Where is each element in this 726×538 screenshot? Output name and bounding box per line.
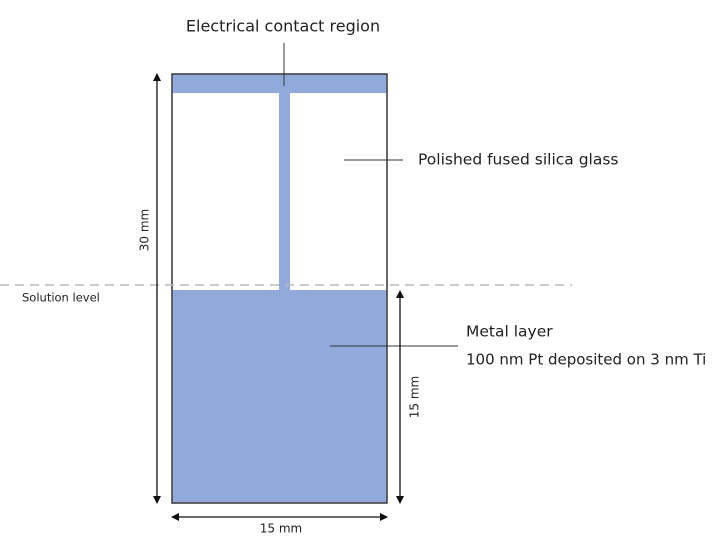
label: 100 nm Pt deposited on 3 nm Ti: [466, 351, 706, 369]
label: Polished fused silica glass: [418, 151, 619, 169]
label: Metal layer: [466, 323, 553, 341]
metal-layer: [172, 290, 387, 503]
dimension-label: 15 mm: [408, 376, 422, 418]
label: Solution level: [22, 291, 100, 305]
contact-bar: [172, 74, 387, 94]
dimension-label: 15 mm: [260, 522, 302, 535]
contact-strip: [279, 93, 290, 291]
slide-outline: [171, 73, 388, 504]
label: Electrical contact region: [186, 17, 380, 36]
dimension-label: 30 mm: [138, 209, 152, 251]
